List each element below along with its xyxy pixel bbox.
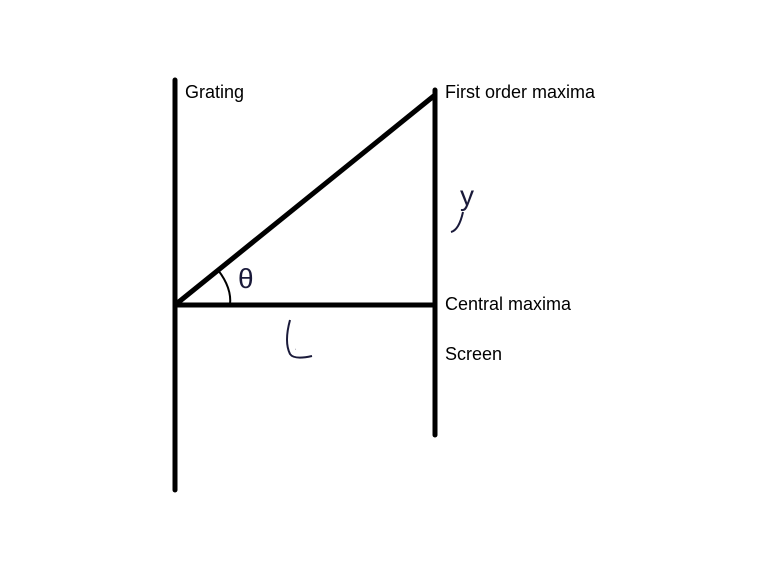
first-order-label: First order maxima [445,82,596,102]
L-label: L [295,349,297,351]
y-label: y [460,180,474,211]
y-label-group: y [451,180,474,232]
L-label-group: L [287,320,312,358]
screen-label: Screen [445,344,502,364]
diffraction-diagram: θ y L Grating First order maxima Central… [0,0,768,576]
central-maxima-label: Central maxima [445,294,572,314]
theta-label: θ [238,263,254,294]
grating-label: Grating [185,82,244,102]
angle-arc [218,270,230,305]
diffracted-ray [175,95,435,305]
